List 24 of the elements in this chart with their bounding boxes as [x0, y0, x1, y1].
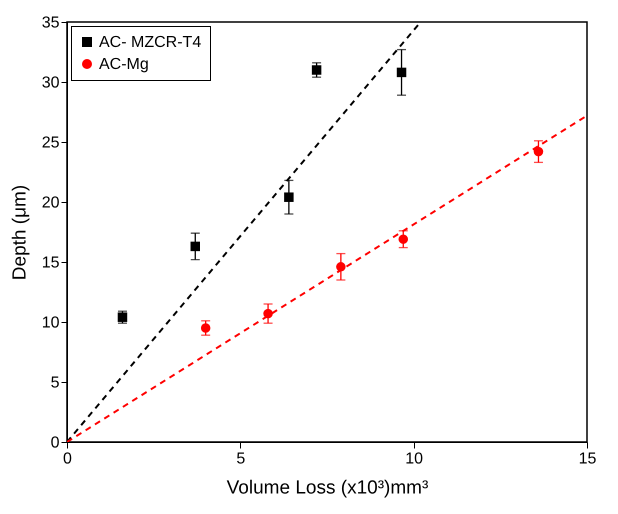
x-tick-label: 10 — [405, 450, 424, 468]
point — [190, 242, 200, 252]
point — [396, 68, 406, 78]
y-tick-label: 20 — [42, 194, 60, 212]
x-tick-label: 0 — [63, 450, 72, 468]
legend-label: AC- MZCR-T4 — [99, 34, 202, 51]
x-tick-label: 5 — [236, 450, 246, 468]
point — [284, 192, 294, 202]
y-tick-label: 25 — [42, 134, 60, 152]
y-axis-title: Depth (μm) — [10, 184, 31, 280]
x-axis-title: Volume Loss (x10³)mm³ — [226, 478, 428, 498]
y-tick-label: 15 — [42, 254, 60, 272]
x-tick-label: 15 — [578, 450, 596, 468]
point — [398, 234, 408, 244]
point — [312, 65, 322, 75]
legend-label: AC-Mg — [99, 56, 149, 73]
y-tick-label: 0 — [50, 434, 60, 452]
point — [200, 323, 210, 333]
point — [534, 146, 544, 156]
y-tick-label: 10 — [42, 314, 60, 332]
point — [118, 312, 128, 322]
y-tick-label: 5 — [50, 374, 60, 392]
y-tick-label: 35 — [42, 14, 60, 32]
y-tick-label: 30 — [42, 74, 60, 92]
